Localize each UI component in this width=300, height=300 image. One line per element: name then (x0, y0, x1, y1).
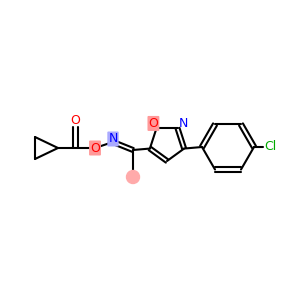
Text: O: O (90, 142, 100, 154)
Text: O: O (148, 117, 158, 130)
Text: O: O (70, 115, 80, 128)
Circle shape (127, 170, 140, 184)
Text: Cl: Cl (264, 140, 276, 154)
Text: N: N (179, 117, 188, 130)
Text: N: N (108, 133, 118, 146)
